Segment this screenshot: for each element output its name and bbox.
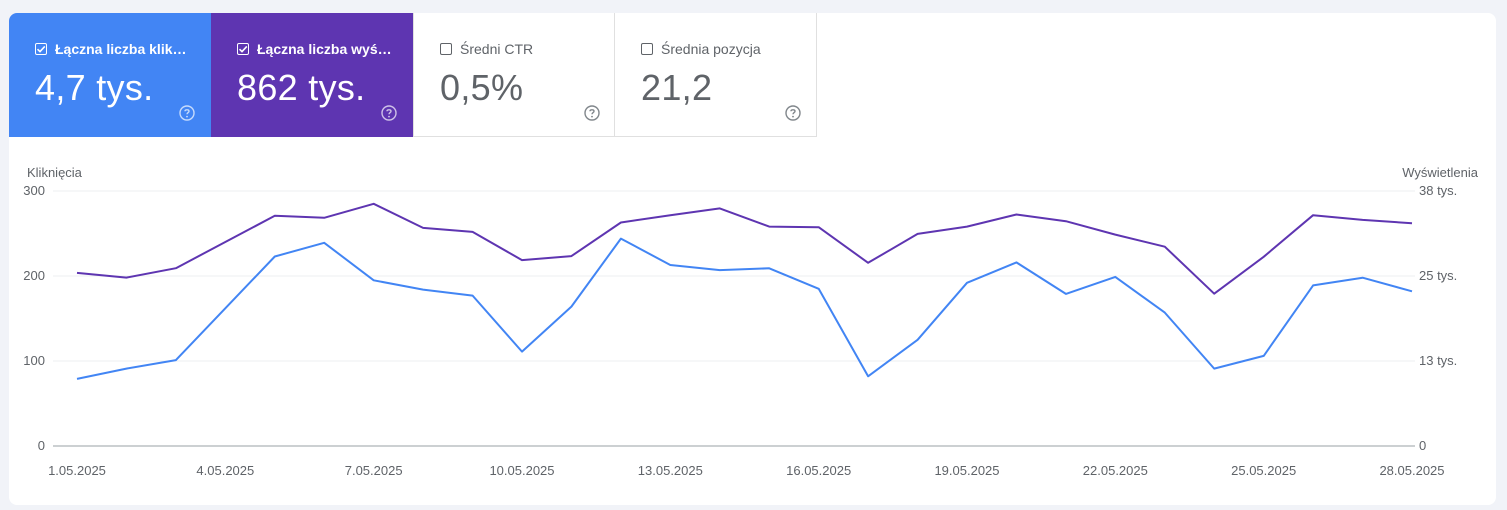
metric-tile-header: Średni CTR xyxy=(440,41,600,57)
metric-value-position: 21,2 xyxy=(641,67,713,108)
x-tick-label: 16.05.2025 xyxy=(786,463,851,478)
checkbox-unchecked-icon[interactable] xyxy=(641,43,653,55)
metric-tile-header: Łączna liczba wyświetleń xyxy=(237,41,397,57)
right-tick-label: 0 xyxy=(1419,438,1426,453)
metric-tile-header: Średnia pozycja xyxy=(641,41,801,57)
left-axis-label: Kliknięcia xyxy=(27,165,83,180)
metric-tile-header: Łączna liczba kliknięć xyxy=(35,41,195,57)
performance-chart[interactable]: Kliknięcia Wyświetlenia 0 0 100 13 tys. 200 2… xyxy=(9,13,1496,505)
x-tick-label: 10.05.2025 xyxy=(489,463,554,478)
chart-y-ticks: 0 0 100 13 tys. 200 25 tys. 300 38 tys. xyxy=(23,183,1457,453)
metric-value-impressions: 862 tys. xyxy=(237,67,366,108)
x-tick-label: 28.05.2025 xyxy=(1379,463,1444,478)
metric-tile-clicks[interactable]: Łączna liczba kliknięć 4,7 tys. xyxy=(9,13,211,137)
series-line-clicks[interactable] xyxy=(76,237,1413,380)
metric-value-clicks: 4,7 tys. xyxy=(35,67,154,108)
right-axis-label: Wyświetlenia xyxy=(1402,165,1479,180)
right-tick-label: 25 tys. xyxy=(1419,268,1457,283)
series-line-impressions[interactable] xyxy=(76,202,1413,295)
right-tick-label: 38 tys. xyxy=(1419,183,1457,198)
left-tick-label: 0 xyxy=(38,438,45,453)
chart-gridlines xyxy=(53,190,1415,447)
help-icon[interactable] xyxy=(584,105,600,121)
help-icon[interactable] xyxy=(179,105,195,121)
x-tick-label: 4.05.2025 xyxy=(196,463,254,478)
metric-tile-position[interactable]: Średnia pozycja 21,2 xyxy=(615,13,817,137)
metric-value-ctr: 0,5% xyxy=(440,67,524,108)
right-tick-label: 13 tys. xyxy=(1419,353,1457,368)
left-tick-label: 100 xyxy=(23,353,45,368)
checkbox-checked-icon[interactable] xyxy=(237,43,249,55)
x-tick-label: 7.05.2025 xyxy=(345,463,403,478)
help-icon[interactable] xyxy=(381,105,397,121)
checkbox-unchecked-icon[interactable] xyxy=(440,43,452,55)
x-tick-label: 25.05.2025 xyxy=(1231,463,1296,478)
x-tick-label: 1.05.2025 xyxy=(48,463,106,478)
performance-card: Łączna liczba kliknięć 4,7 tys. Łączna l… xyxy=(9,13,1496,505)
x-tick-label: 13.05.2025 xyxy=(638,463,703,478)
metric-tiles: Łączna liczba kliknięć 4,7 tys. Łączna l… xyxy=(9,13,817,137)
chart-series xyxy=(76,202,1413,380)
metric-tile-ctr[interactable]: Średni CTR 0,5% xyxy=(413,13,615,137)
metric-tile-impressions[interactable]: Łączna liczba wyświetleń 862 tys. xyxy=(211,13,413,137)
left-tick-label: 200 xyxy=(23,268,45,283)
chart-x-ticks: 1.05.2025 4.05.2025 7.05.2025 10.05.2025 13.… xyxy=(48,463,1444,478)
checkbox-checked-icon[interactable] xyxy=(35,43,47,55)
help-icon[interactable] xyxy=(785,105,801,121)
left-tick-label: 300 xyxy=(23,183,45,198)
x-tick-label: 22.05.2025 xyxy=(1083,463,1148,478)
x-tick-label: 19.05.2025 xyxy=(934,463,999,478)
